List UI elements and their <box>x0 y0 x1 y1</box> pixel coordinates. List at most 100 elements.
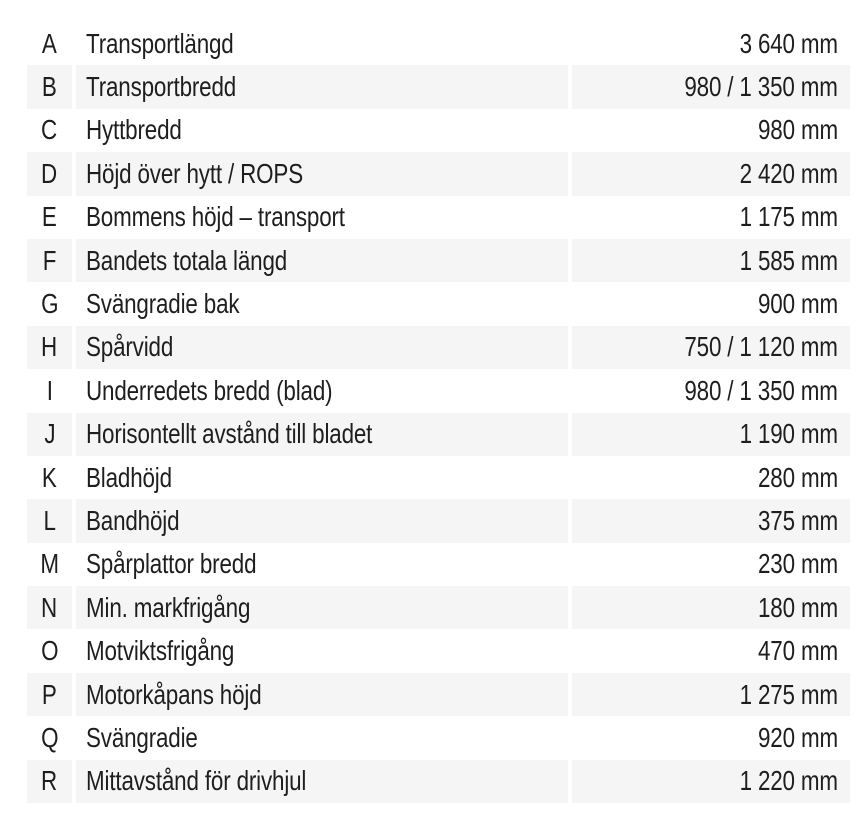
dimension-value: 375 mm <box>758 504 838 536</box>
dimension-value: 920 mm <box>758 721 838 753</box>
dimension-letter: K <box>42 461 57 493</box>
dimension-label-cell: Motviktsfrigång <box>76 629 568 672</box>
dimension-value: 280 mm <box>758 461 838 493</box>
dimension-value-cell: 920 mm <box>572 716 850 759</box>
dimension-value: 980 mm <box>758 114 838 146</box>
table-row: D Höjd över hytt / ROPS 2 420 mm <box>27 152 850 196</box>
dimension-letter-cell: E <box>27 196 72 239</box>
dimension-label-cell: Höjd över hytt / ROPS <box>76 152 568 196</box>
dimension-label-cell: Motorkåpans höjd <box>76 672 568 717</box>
dimension-label-cell: Mittavstånd för drivhjul <box>76 759 568 804</box>
dimension-letter-cell: C <box>27 109 72 152</box>
table-row: I Underredets bredd (blad) 980 / 1 350 m… <box>27 369 850 412</box>
dimension-label: Bladhöjd <box>86 461 172 493</box>
dimension-value: 900 mm <box>758 288 838 320</box>
dimension-letter-cell: I <box>27 369 72 412</box>
dimension-letter: A <box>42 27 57 59</box>
dimension-label-cell: Bladhöjd <box>76 456 568 499</box>
dimension-value: 180 mm <box>758 591 838 623</box>
dimensions-spec-table: A Transportlängd 3 640 mm B Transportbre… <box>27 22 850 804</box>
dimension-letter-cell: N <box>27 586 72 630</box>
dimension-label-cell: Underredets bredd (blad) <box>76 369 568 412</box>
table-row: O Motviktsfrigång 470 mm <box>27 629 850 672</box>
dimension-letter: H <box>41 331 58 363</box>
dimension-value: 3 640 mm <box>739 27 838 59</box>
dimension-letter-cell: L <box>27 499 72 543</box>
dimension-value-cell: 470 mm <box>572 629 850 672</box>
table-row: L Bandhöjd 375 mm <box>27 499 850 543</box>
dimension-value-cell: 1 275 mm <box>572 672 850 717</box>
dimension-letter-cell: O <box>27 629 72 672</box>
table-row: E Bommens höjd – transport 1 175 mm <box>27 196 850 239</box>
dimension-label: Hyttbredd <box>86 114 182 146</box>
dimension-letter-cell: K <box>27 456 72 499</box>
dimension-letter: C <box>41 114 58 146</box>
dimension-label-cell: Svängradie bak <box>76 282 568 325</box>
dimension-label-cell: Bommens höjd – transport <box>76 196 568 239</box>
dimension-letter-cell: G <box>27 282 72 325</box>
dimension-letter-cell: Q <box>27 716 72 759</box>
dimension-value-cell: 2 420 mm <box>572 152 850 196</box>
dimension-letter-cell: D <box>27 152 72 196</box>
dimension-label: Bandhöjd <box>86 504 180 536</box>
dimension-value: 1 275 mm <box>739 678 838 710</box>
dimension-value: 980 / 1 350 mm <box>684 71 839 103</box>
dimension-value: 1 585 mm <box>739 244 838 276</box>
dimension-label: Motviktsfrigång <box>86 635 235 667</box>
dimension-label: Mittavstånd för drivhjul <box>86 765 307 797</box>
dimension-letter: O <box>40 635 59 667</box>
dimension-label-cell: Horisontellt avstånd till bladet <box>76 412 568 456</box>
dimension-letter: B <box>42 71 57 103</box>
dimension-letter: R <box>41 765 58 797</box>
table-row: K Bladhöjd 280 mm <box>27 456 850 499</box>
dimension-value-cell: 280 mm <box>572 456 850 499</box>
dimension-value: 470 mm <box>758 635 838 667</box>
dimension-value-cell: 1 585 mm <box>572 238 850 283</box>
dimension-letter: E <box>42 201 57 233</box>
dimension-value: 2 420 mm <box>739 157 838 189</box>
dimension-letter-cell: F <box>27 238 72 283</box>
dimension-label-cell: Min. markfrigång <box>76 586 568 630</box>
table-row: F Bandets totala längd 1 585 mm <box>27 238 850 283</box>
dimension-value: 1 220 mm <box>739 765 838 797</box>
table-row: J Horisontellt avstånd till bladet 1 190… <box>27 412 850 456</box>
table-row: C Hyttbredd 980 mm <box>27 109 850 152</box>
dimension-label: Spårplattor bredd <box>86 548 257 580</box>
dimension-label-cell: Bandets totala längd <box>76 238 568 283</box>
dimension-value-cell: 375 mm <box>572 499 850 543</box>
dimension-value-cell: 180 mm <box>572 586 850 630</box>
dimension-letter: F <box>42 244 57 276</box>
table-row: N Min. markfrigång 180 mm <box>27 586 850 630</box>
dimension-letter: M <box>40 548 59 580</box>
dimension-label: Transportlängd <box>86 27 234 59</box>
dimension-value-cell: 1 175 mm <box>572 196 850 239</box>
dimension-value-cell: 1 220 mm <box>572 759 850 804</box>
dimension-letter-cell: R <box>27 759 72 804</box>
dimension-letter: L <box>43 504 56 536</box>
dimension-letter: G <box>40 288 59 320</box>
dimension-value-cell: 230 mm <box>572 543 850 586</box>
dimension-label: Motorkåpans höjd <box>86 678 262 710</box>
dimension-letter-cell: M <box>27 543 72 586</box>
table-row: G Svängradie bak 900 mm <box>27 282 850 325</box>
table-row: M Spårplattor bredd 230 mm <box>27 543 850 586</box>
dimension-label: Horisontellt avstånd till bladet <box>86 418 373 450</box>
dimension-label-cell: Bandhöjd <box>76 499 568 543</box>
dimension-label: Bommens höjd – transport <box>86 201 345 233</box>
dimension-value: 750 / 1 120 mm <box>684 331 839 363</box>
dimension-label-cell: Svängradie <box>76 716 568 759</box>
dimension-label-cell: Spårplattor bredd <box>76 543 568 586</box>
dimension-letter: I <box>46 374 53 406</box>
dimension-label: Höjd över hytt / ROPS <box>86 157 303 189</box>
dimension-value-cell: 980 / 1 350 mm <box>572 65 850 109</box>
dimension-label-cell: Spårvidd <box>76 325 568 370</box>
dimension-value: 1 175 mm <box>739 201 838 233</box>
dimension-label: Bandets totala längd <box>86 244 288 276</box>
table-row: H Spårvidd 750 / 1 120 mm <box>27 325 850 370</box>
dimension-letter: P <box>42 678 57 710</box>
dimension-value-cell: 980 / 1 350 mm <box>572 369 850 412</box>
dimension-value: 230 mm <box>758 548 838 580</box>
dimension-label: Svängradie bak <box>86 288 240 320</box>
dimension-letter-cell: J <box>27 412 72 456</box>
dimension-letter-cell: H <box>27 325 72 370</box>
